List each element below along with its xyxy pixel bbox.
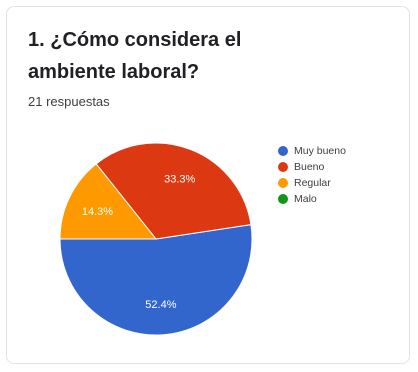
legend-swatch <box>278 146 288 156</box>
slice-label: 14.3% <box>82 206 113 218</box>
pie-slice-muy-bueno <box>59 224 253 336</box>
legend-swatch <box>278 162 288 172</box>
legend-label: Muy bueno <box>294 145 346 157</box>
legend-item: Bueno <box>278 159 346 175</box>
legend-swatch <box>278 194 288 204</box>
legend-label: Bueno <box>294 161 325 173</box>
response-count: 21 respuestas <box>28 94 110 109</box>
pie-slice-bueno <box>95 142 252 240</box>
slice-label: 33.3% <box>164 173 195 185</box>
legend-item: Regular <box>278 175 346 191</box>
legend-label: Malo <box>294 193 317 205</box>
slice-label: 52.4% <box>145 299 176 311</box>
legend-item: Muy bueno <box>278 143 346 159</box>
legend-swatch <box>278 178 288 188</box>
legend-label: Regular <box>294 177 331 189</box>
pie-slice-regular <box>59 163 158 240</box>
chart-legend: Muy bueno Bueno Regular Malo <box>278 143 346 207</box>
legend-item: Malo <box>278 191 346 207</box>
question-title: 1. ¿Cómo considera el ambiente laboral? <box>28 29 242 83</box>
